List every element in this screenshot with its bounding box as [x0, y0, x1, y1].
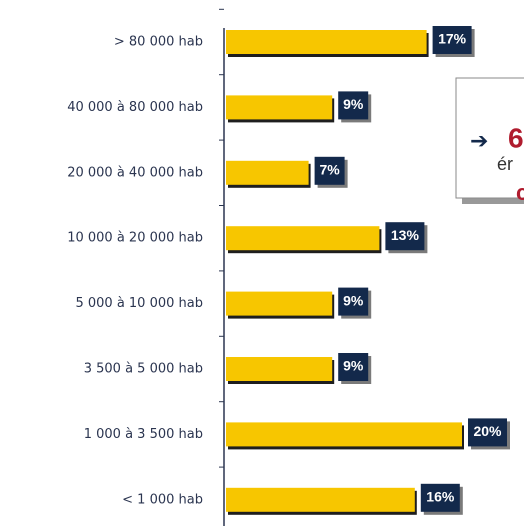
y-tick-label: 40 000 à 80 000 hab	[67, 100, 203, 115]
value-label-box	[420, 483, 460, 512]
value-label-box	[314, 156, 345, 185]
annotation-line: 6	[508, 122, 524, 153]
bar	[226, 160, 309, 185]
bar	[226, 30, 427, 54]
annotation-line: ér	[497, 154, 513, 174]
y-tick-label: 20 000 à 40 000 hab	[67, 165, 203, 180]
value-label-box	[338, 91, 369, 120]
annotation-line: c	[516, 180, 524, 205]
bar	[226, 95, 333, 120]
y-tick-label: 5 000 à 10 000 hab	[75, 296, 203, 311]
value-label: 16%	[426, 489, 455, 505]
value-label: 20%	[473, 423, 502, 439]
value-label: 17%	[438, 31, 467, 47]
bar	[226, 357, 333, 381]
value-label-box	[338, 287, 369, 316]
value-label: 7%	[319, 162, 340, 178]
y-tick-label: 10 000 à 20 000 hab	[67, 231, 203, 246]
annotation-arrow: ➔	[470, 129, 488, 154]
bar	[226, 422, 462, 447]
y-tick-label: 1 000 à 3 500 hab	[84, 427, 203, 442]
y-tick-label: < 1 000 hab	[122, 492, 203, 507]
value-label: 13%	[391, 227, 420, 243]
annotation-box	[455, 77, 524, 199]
value-label-box	[432, 26, 472, 54]
value-label-box	[468, 418, 507, 447]
bar	[226, 226, 380, 251]
bar	[226, 291, 333, 316]
y-tick-label: 3 500 à 5 000 hab	[84, 362, 203, 377]
value-label-box	[338, 353, 369, 381]
value-label: 9%	[343, 96, 364, 112]
y-tick-label: > 80 000 hab	[114, 35, 203, 50]
value-label: 9%	[343, 292, 364, 308]
bar	[226, 487, 415, 512]
value-label: 9%	[343, 358, 364, 374]
value-label-box	[385, 222, 425, 251]
